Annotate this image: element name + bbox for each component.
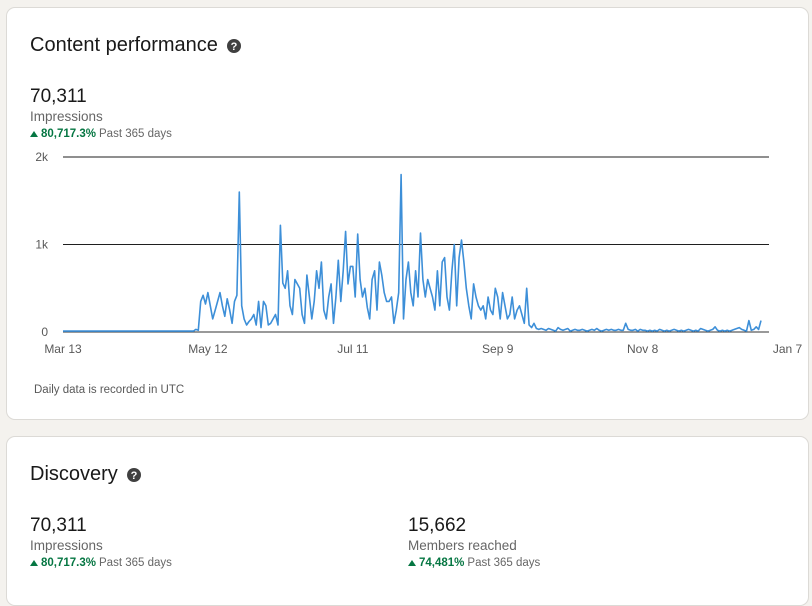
discovery-impressions-change: 80,717.3% Past 365 days xyxy=(30,557,172,569)
x-tick-label: May 12 xyxy=(188,342,228,356)
members-reached-label: Members reached xyxy=(408,538,517,553)
discovery-impressions-change-value: 80,717.3% xyxy=(41,557,96,569)
members-reached-change: 74,481% Past 365 days xyxy=(408,557,540,569)
discovery-title: Discovery xyxy=(30,463,118,485)
content-performance-heading: Content performance ? xyxy=(30,34,241,57)
members-reached-value: 15,662 xyxy=(408,515,467,536)
impressions-change-value: 80,717.3% xyxy=(41,128,96,140)
impressions-change: 80,717.3% Past 365 days xyxy=(30,128,172,140)
members-reached-period: Past 365 days xyxy=(467,557,541,569)
members-reached-change-value: 74,481% xyxy=(419,557,465,569)
discovery-heading: Discovery ? xyxy=(30,463,141,486)
x-tick-label: Sep 9 xyxy=(482,342,514,356)
impressions-label: Impressions xyxy=(30,109,103,124)
help-icon[interactable]: ? xyxy=(126,467,141,482)
discovery-impressions-period: Past 365 days xyxy=(99,557,172,569)
impressions-period: Past 365 days xyxy=(99,128,172,140)
discovery-impressions-label: Impressions xyxy=(30,538,103,553)
x-tick-label: Mar 13 xyxy=(44,342,82,356)
up-arrow-icon xyxy=(30,131,38,137)
content-performance-card: Content performance ? 70,311 Impressions… xyxy=(6,7,809,420)
svg-text:?: ? xyxy=(130,470,137,482)
content-performance-title: Content performance xyxy=(30,34,218,56)
impressions-series-line xyxy=(63,173,762,332)
up-arrow-icon xyxy=(408,560,416,566)
x-tick-label: Jan 7 xyxy=(773,342,803,356)
impressions-value: 70,311 xyxy=(30,86,87,107)
svg-text:?: ? xyxy=(231,41,238,53)
up-arrow-icon xyxy=(30,560,38,566)
y-tick-label: 1k xyxy=(35,238,49,252)
x-tick-label: Nov 8 xyxy=(627,342,659,356)
y-tick-label: 0 xyxy=(41,325,48,339)
y-tick-label: 2k xyxy=(35,150,49,164)
discovery-impressions-value: 70,311 xyxy=(30,515,87,536)
x-tick-label: Jul 11 xyxy=(337,342,368,356)
help-icon[interactable]: ? xyxy=(226,38,241,53)
discovery-card: Discovery ? 70,311 Impressions 80,717.3%… xyxy=(6,436,809,606)
utc-footnote: Daily data is recorded in UTC xyxy=(34,384,185,396)
